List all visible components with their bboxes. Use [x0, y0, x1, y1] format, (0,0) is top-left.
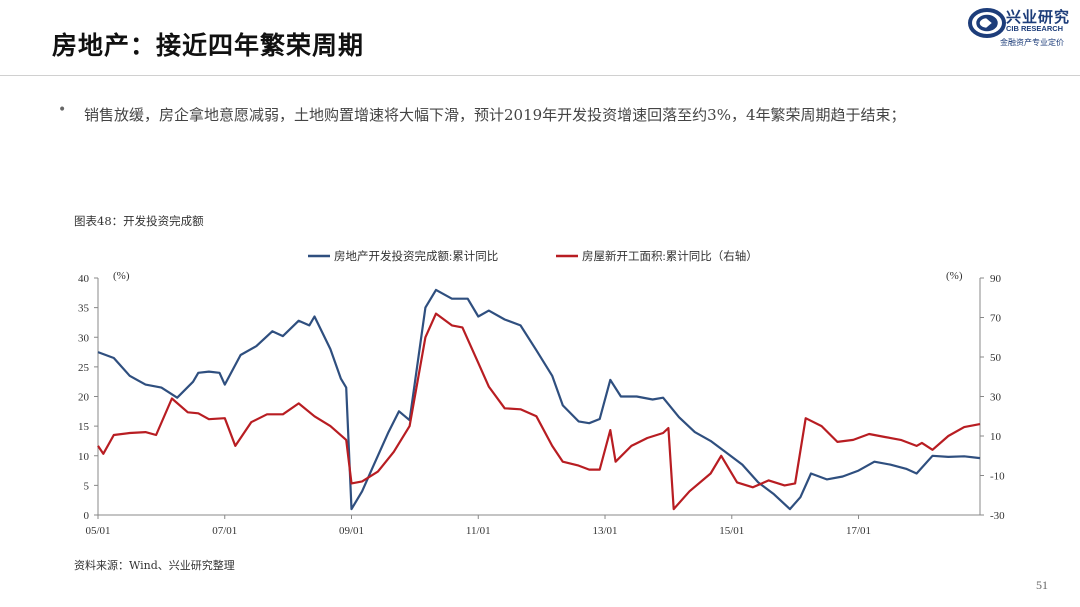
line-chart: 0 5 10 15 20 25 30 35 40 -30 -10 10 30 50 70 90 (%) (%) 05… [78, 249, 1005, 537]
left-tick-label: 35 [78, 303, 90, 315]
logo-text-cn: 兴业研究 [1006, 8, 1071, 26]
left-tick-label: 5 [84, 480, 90, 492]
series-line-investment [97, 288, 981, 511]
left-tick-label: 0 [84, 510, 90, 522]
x-tick-label: 05/01 [85, 525, 110, 537]
title-divider [0, 75, 1080, 76]
x-tick-label: 17/01 [846, 525, 871, 537]
left-tick-label: 20 [78, 392, 90, 404]
logo-text-en: CIB RESEARCH [1006, 24, 1064, 33]
left-axis-unit: (%) [113, 270, 130, 282]
legend-label: 房地产开发投资完成额:累计同比 [334, 249, 498, 263]
page-title: 房地产：接近四年繁荣周期 [52, 31, 365, 60]
x-tick-label: 13/01 [592, 525, 617, 537]
figure-label: 图表48：开发投资完成额 [74, 214, 204, 228]
brand-logo: 兴业研究 CIB RESEARCH 金融资产专业定价 [968, 4, 1076, 48]
x-tick-label: 09/01 [339, 525, 364, 537]
bullet-text: 销售放缓，房企拿地意愿减弱，土地购置增速将大幅下滑，预计2019年开发投资增速回… [84, 106, 906, 124]
left-tick-label: 40 [78, 273, 90, 285]
left-tick-label: 15 [78, 421, 90, 433]
right-tick-label: 70 [990, 313, 1002, 325]
x-tick-label: 07/01 [212, 525, 237, 537]
left-tick-label: 10 [78, 451, 90, 463]
logo-slogan: 金融资产专业定价 [1000, 38, 1064, 47]
series-line-new-starts [97, 312, 981, 511]
right-tick-label: -30 [990, 510, 1005, 522]
legend-label: 房屋新开工面积:累计同比（右轴） [582, 249, 758, 263]
left-tick-label: 30 [78, 332, 90, 344]
right-axis-unit: (%) [946, 270, 963, 282]
right-tick-label: 10 [990, 431, 1002, 443]
x-tick-label: 15/01 [719, 525, 744, 537]
right-tick-label: 50 [990, 352, 1002, 364]
page-number: 51 [1036, 578, 1048, 592]
cib-logo-icon [968, 8, 1006, 38]
right-tick-label: 90 [990, 273, 1002, 285]
right-tick-label: -10 [990, 471, 1005, 483]
x-tick-label: 11/01 [466, 525, 491, 537]
bullet-marker: • [58, 102, 67, 118]
source-note: 资料来源：Wind、兴业研究整理 [74, 559, 235, 572]
left-tick-label: 25 [78, 362, 90, 374]
right-tick-label: 30 [990, 392, 1002, 404]
